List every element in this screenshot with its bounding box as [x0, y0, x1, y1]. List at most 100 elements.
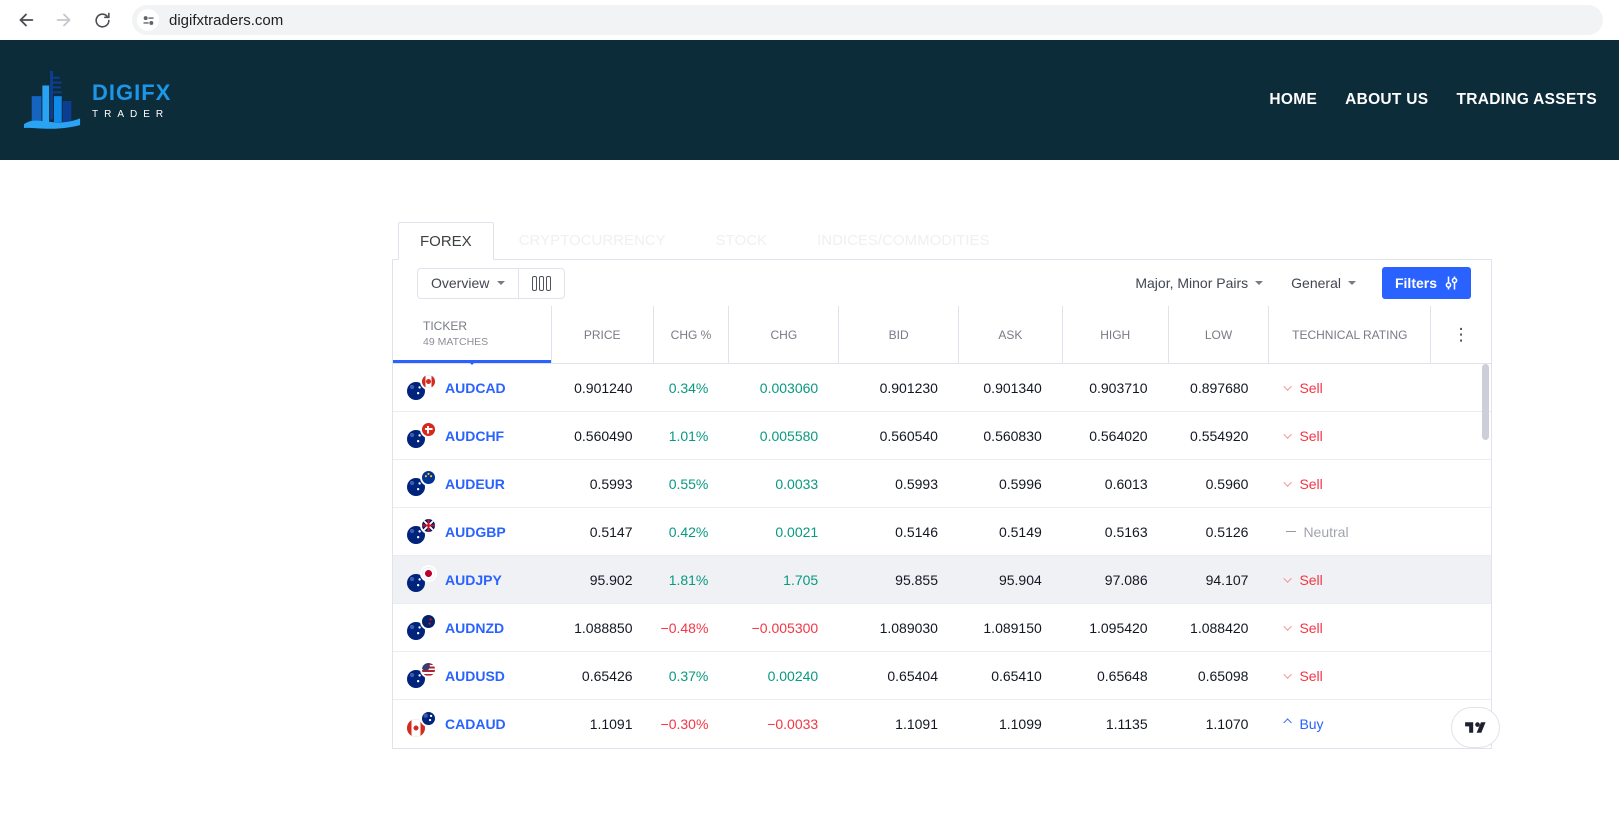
table-row[interactable]: AUDUSD 0.65426 0.37% 0.00240 0.65404 0.65410 0…	[393, 652, 1491, 700]
rating-label: Sell	[1299, 571, 1323, 588]
ticker-cell: AUDNZD	[393, 615, 551, 640]
ticker-link[interactable]: CADAUD	[445, 716, 506, 732]
ask-cell: 0.5149	[998, 523, 1042, 540]
column-menu-button[interactable]: ⋮	[1430, 306, 1491, 363]
column-header-price[interactable]: PRICE	[550, 306, 653, 363]
tab-stock[interactable]: STOCK	[691, 222, 792, 259]
ticker-link[interactable]: AUDCAD	[445, 379, 506, 396]
bid-cell: 0.5993	[895, 475, 938, 492]
chg-cell: −0.0033	[767, 716, 819, 732]
ticker-link[interactable]: AUDEUR	[445, 475, 505, 492]
tradingview-logo[interactable]	[1451, 707, 1500, 748]
column-header-high[interactable]: HIGH	[1061, 306, 1168, 363]
table-row[interactable]: AUDGBP 0.5147 0.42% 0.0021 0.5146 0.5149 0.516…	[393, 508, 1491, 556]
chg-pct-cell: −0.48%	[660, 619, 709, 636]
column-header-bid[interactable]: BID	[838, 306, 958, 363]
ticker-link[interactable]: AUDJPY	[445, 571, 502, 588]
high-cell: 0.65648	[1097, 667, 1148, 684]
address-bar[interactable]: digifxtraders.com	[132, 5, 1603, 35]
aud-flag-icon	[407, 430, 425, 448]
price-cell: 0.5147	[589, 523, 633, 540]
column-header-label: BID	[888, 327, 909, 342]
nav-trading-assets[interactable]: TRADING ASSETS	[1456, 91, 1597, 108]
price-cell: 0.5993	[589, 475, 633, 492]
chevron-up-icon	[1283, 718, 1293, 727]
technical-rating-cell: Sell	[1268, 380, 1430, 396]
screener-toolbar: Overview Major, Minor Pairs General	[393, 260, 1491, 306]
column-header-label: LOW	[1204, 327, 1233, 342]
currency-pair-flags	[407, 423, 435, 448]
currency-pair-flags	[407, 663, 435, 688]
vertical-ellipsis-icon: ⋮	[1452, 324, 1470, 344]
tab-cryptocurrency[interactable]: CRYPTOCURRENCY	[494, 222, 691, 259]
rating-label: Sell	[1299, 475, 1323, 492]
tab-label: STOCK	[715, 232, 768, 249]
matches-count: 49 MATCHES	[423, 335, 489, 348]
forward-button[interactable]	[48, 4, 80, 36]
table-row[interactable]: AUDNZD 1.088850 −0.48% −0.005300 1.089030 1.0…	[393, 604, 1491, 652]
aud-flag-icon	[422, 711, 435, 725]
rating-label: Buy	[1299, 716, 1324, 732]
technical-rating-cell: Sell	[1268, 668, 1430, 684]
main-nav: HOME ABOUT US TRADING ASSETS	[1269, 91, 1597, 109]
ticker-link[interactable]: AUDGBP	[445, 523, 506, 540]
scrollbar-thumb[interactable]	[1482, 364, 1489, 440]
reload-button[interactable]	[86, 4, 118, 36]
nav-home[interactable]: HOME	[1269, 91, 1318, 108]
rating-label: Sell	[1299, 667, 1323, 684]
column-header-label: CHG	[770, 327, 798, 342]
currency-pair-flags	[407, 375, 435, 400]
table-row[interactable]: CADAUD 1.1091 −0.30% −0.0033 1.1091 1.1099 1.1…	[393, 700, 1491, 748]
column-header-label: ASK	[998, 327, 1023, 342]
chevron-down-icon	[497, 281, 506, 285]
ticker-link[interactable]: AUDCHF	[445, 427, 505, 444]
tab-label: FOREX	[420, 232, 472, 250]
ticker-link[interactable]: AUDUSD	[445, 667, 505, 684]
pairs-filter-dropdown[interactable]: Major, Minor Pairs	[1121, 268, 1277, 299]
chevron-down-icon	[1347, 281, 1356, 285]
cad-flag-icon	[407, 718, 425, 737]
view-control-group: Overview	[417, 267, 565, 299]
column-header-chg[interactable]: CHG	[728, 306, 838, 363]
ticker-link[interactable]: AUDNZD	[445, 619, 505, 636]
column-header-chg[interactable]: CHG %	[652, 306, 729, 363]
ask-cell: 0.560830	[983, 427, 1042, 444]
table-row[interactable]: AUDCAD 0.901240 0.34% 0.003060 0.901230 0.901…	[393, 364, 1491, 412]
tradingview-icon	[1465, 722, 1486, 733]
tab-forex[interactable]: FOREX	[398, 222, 494, 260]
table-row[interactable]: AUDEUR 0.5993 0.55% 0.0033 0.5993 0.5996 0.601…	[393, 460, 1491, 508]
browser-toolbar: digifxtraders.com	[0, 0, 1619, 40]
table-row[interactable]: AUDJPY 95.902 1.81% 1.705 95.855 95.904 97.086…	[393, 556, 1491, 604]
chg-pct-cell: 1.81%	[668, 571, 709, 588]
table-row[interactable]: AUDCHF 0.560490 1.01% 0.005580 0.560540 0.560…	[393, 412, 1491, 460]
ticker-header-label: TICKER	[423, 318, 468, 333]
price-cell: 1.1091	[589, 716, 633, 732]
logo-skyline-icon	[24, 71, 81, 129]
column-header-ticker[interactable]: TICKER 49 MATCHES	[393, 306, 551, 365]
column-header-low[interactable]: LOW	[1167, 306, 1269, 363]
view-dropdown[interactable]: Overview	[418, 269, 518, 298]
nav-about-us[interactable]: ABOUT US	[1345, 91, 1429, 108]
column-header-technical-rating[interactable]: TECHNICAL RATING	[1268, 306, 1430, 363]
ticker-cell: AUDUSD	[393, 663, 551, 688]
ask-cell: 0.901340	[983, 379, 1042, 396]
category-filter-dropdown[interactable]: General	[1277, 268, 1370, 299]
filters-button[interactable]: Filters	[1381, 267, 1471, 299]
chevron-down-icon	[1283, 477, 1293, 487]
currency-pair-flags	[407, 567, 435, 592]
technical-rating-cell: Sell	[1268, 572, 1430, 588]
tab-indices-commodities[interactable]: INDICES/COMMODITIES	[792, 222, 1015, 259]
chg-pct-cell: 0.42%	[668, 523, 709, 540]
ticker-cell: CADAUD	[393, 711, 551, 737]
ticker-cell: AUDGBP	[393, 519, 551, 544]
ticker-cell: AUDCAD	[393, 375, 551, 400]
back-button[interactable]	[10, 4, 42, 36]
column-header-ask[interactable]: ASK	[958, 306, 1062, 363]
column-settings-button[interactable]	[518, 268, 564, 298]
site-logo[interactable]: DIGIFX TRADER	[24, 69, 171, 131]
bid-cell: 1.089030	[879, 619, 938, 636]
site-settings-icon[interactable]	[137, 9, 159, 31]
chevron-down-icon	[1255, 281, 1264, 285]
currency-pair-flags	[407, 471, 435, 496]
ticker-cell: AUDCHF	[393, 423, 551, 448]
